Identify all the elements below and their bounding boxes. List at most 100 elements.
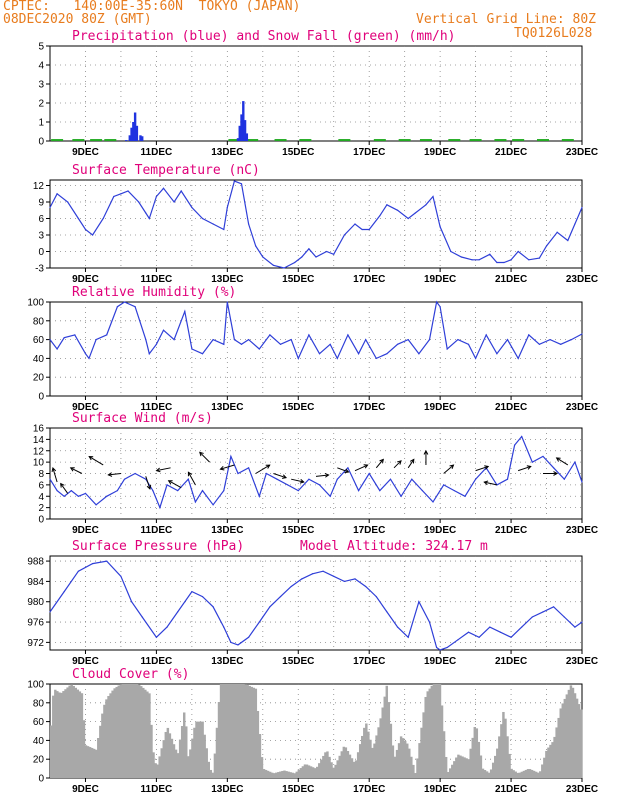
data-point — [56, 193, 58, 195]
cloud-bar — [363, 727, 366, 778]
cloud-bar — [240, 684, 243, 778]
y-tick-label: 980 — [27, 597, 44, 608]
wind-arrow — [187, 472, 196, 486]
data-point — [77, 217, 79, 220]
cloud-bar — [352, 761, 356, 778]
cloud-bar — [195, 721, 198, 778]
cloud-bar — [183, 712, 186, 778]
data-point — [379, 215, 381, 217]
x-tick-label: 15DEC — [282, 147, 314, 158]
cloud-bar — [569, 685, 573, 778]
snow-bar — [373, 139, 386, 141]
precip-bar — [132, 122, 135, 141]
x-tick-label: 23DEC — [566, 525, 598, 536]
cloud-bar — [97, 738, 100, 778]
cloud-bar — [557, 717, 560, 778]
x-tick-label: 21DEC — [495, 525, 527, 536]
cloud-bar — [449, 768, 452, 778]
data-point — [152, 489, 154, 492]
data-point — [63, 495, 65, 497]
y-tick-label: 0 — [38, 247, 44, 258]
cloud-bar — [426, 691, 429, 778]
cloud-bar — [103, 704, 106, 778]
cloud-bar — [248, 685, 251, 778]
wind-arrow-head — [60, 482, 65, 488]
data-point — [127, 190, 129, 192]
data-point — [478, 259, 480, 261]
cloud-bar — [373, 743, 376, 778]
data-point — [563, 616, 565, 618]
cloud-bar — [422, 712, 425, 778]
cloud-bar — [459, 755, 462, 778]
snow-bar — [536, 139, 549, 141]
data-point — [496, 353, 498, 355]
data-point — [294, 261, 296, 264]
y-tick-label: 5 — [38, 42, 44, 53]
cloud-bar — [127, 684, 131, 778]
x-tick-label: 17DEC — [353, 656, 385, 667]
cloud-bar — [410, 756, 413, 778]
cloud-bar — [526, 769, 530, 778]
data-point — [386, 204, 388, 206]
cloud-bar — [520, 771, 524, 778]
cloud-bar — [418, 743, 421, 778]
cloud-bar — [428, 688, 431, 778]
cloud-bar — [266, 770, 270, 778]
cloud-bar — [211, 772, 215, 778]
wind-arrow — [375, 459, 384, 469]
data-point — [265, 472, 267, 475]
cloud-bar — [571, 687, 575, 778]
data-point — [457, 339, 459, 341]
data-point — [145, 478, 147, 480]
cloud-bar — [577, 704, 581, 778]
cloud-bar — [291, 772, 294, 778]
y-tick-label: 20 — [33, 755, 45, 766]
cloud-bar — [528, 769, 532, 778]
data-point — [467, 631, 470, 633]
data-point — [269, 334, 271, 336]
x-tick-label: 15DEC — [282, 656, 314, 667]
cloud-bar — [555, 727, 558, 778]
x-tick-label: 11DEC — [141, 402, 173, 413]
wind-arrow-head — [526, 465, 532, 470]
cloud-bar — [262, 769, 266, 778]
data-point — [467, 343, 470, 345]
cloud-bar — [461, 756, 464, 778]
y-tick-label: 4 — [38, 492, 44, 503]
data-point — [407, 636, 409, 638]
wind-arrow — [475, 465, 489, 472]
wind-arrow — [168, 480, 182, 489]
wind-arrow-head — [324, 472, 330, 478]
data-point — [194, 501, 197, 503]
cloud-bar — [164, 731, 168, 778]
snow-bar — [469, 139, 482, 141]
y-tick-label: 40 — [33, 354, 45, 365]
y-tick-label: 0 — [38, 515, 44, 526]
y-tick-label: 3 — [38, 231, 44, 242]
cloud-bar — [95, 749, 98, 778]
x-tick-label: 9DEC — [72, 147, 99, 158]
precip-bar — [135, 125, 139, 141]
snow-bar — [72, 139, 85, 141]
snow-bar — [419, 139, 432, 141]
cloud-bar — [191, 738, 194, 778]
cloud-bar — [338, 755, 341, 778]
cloud-bar — [483, 770, 487, 778]
data-point — [510, 636, 512, 638]
cloud-bar — [498, 736, 501, 778]
data-point — [134, 472, 136, 475]
data-point — [311, 573, 314, 575]
data-point — [106, 560, 108, 562]
cloud-bar — [438, 684, 442, 778]
cloud-bar — [318, 763, 321, 778]
data-point — [326, 250, 328, 253]
cloud-bar — [115, 686, 118, 778]
data-point — [248, 636, 250, 638]
data-point — [357, 353, 360, 355]
data-point — [329, 343, 331, 345]
cloud-bar — [234, 684, 237, 778]
cloud-bar — [508, 753, 511, 778]
precip-bar — [242, 101, 245, 141]
x-tick-label: 15DEC — [282, 784, 314, 795]
data-point — [106, 495, 108, 497]
